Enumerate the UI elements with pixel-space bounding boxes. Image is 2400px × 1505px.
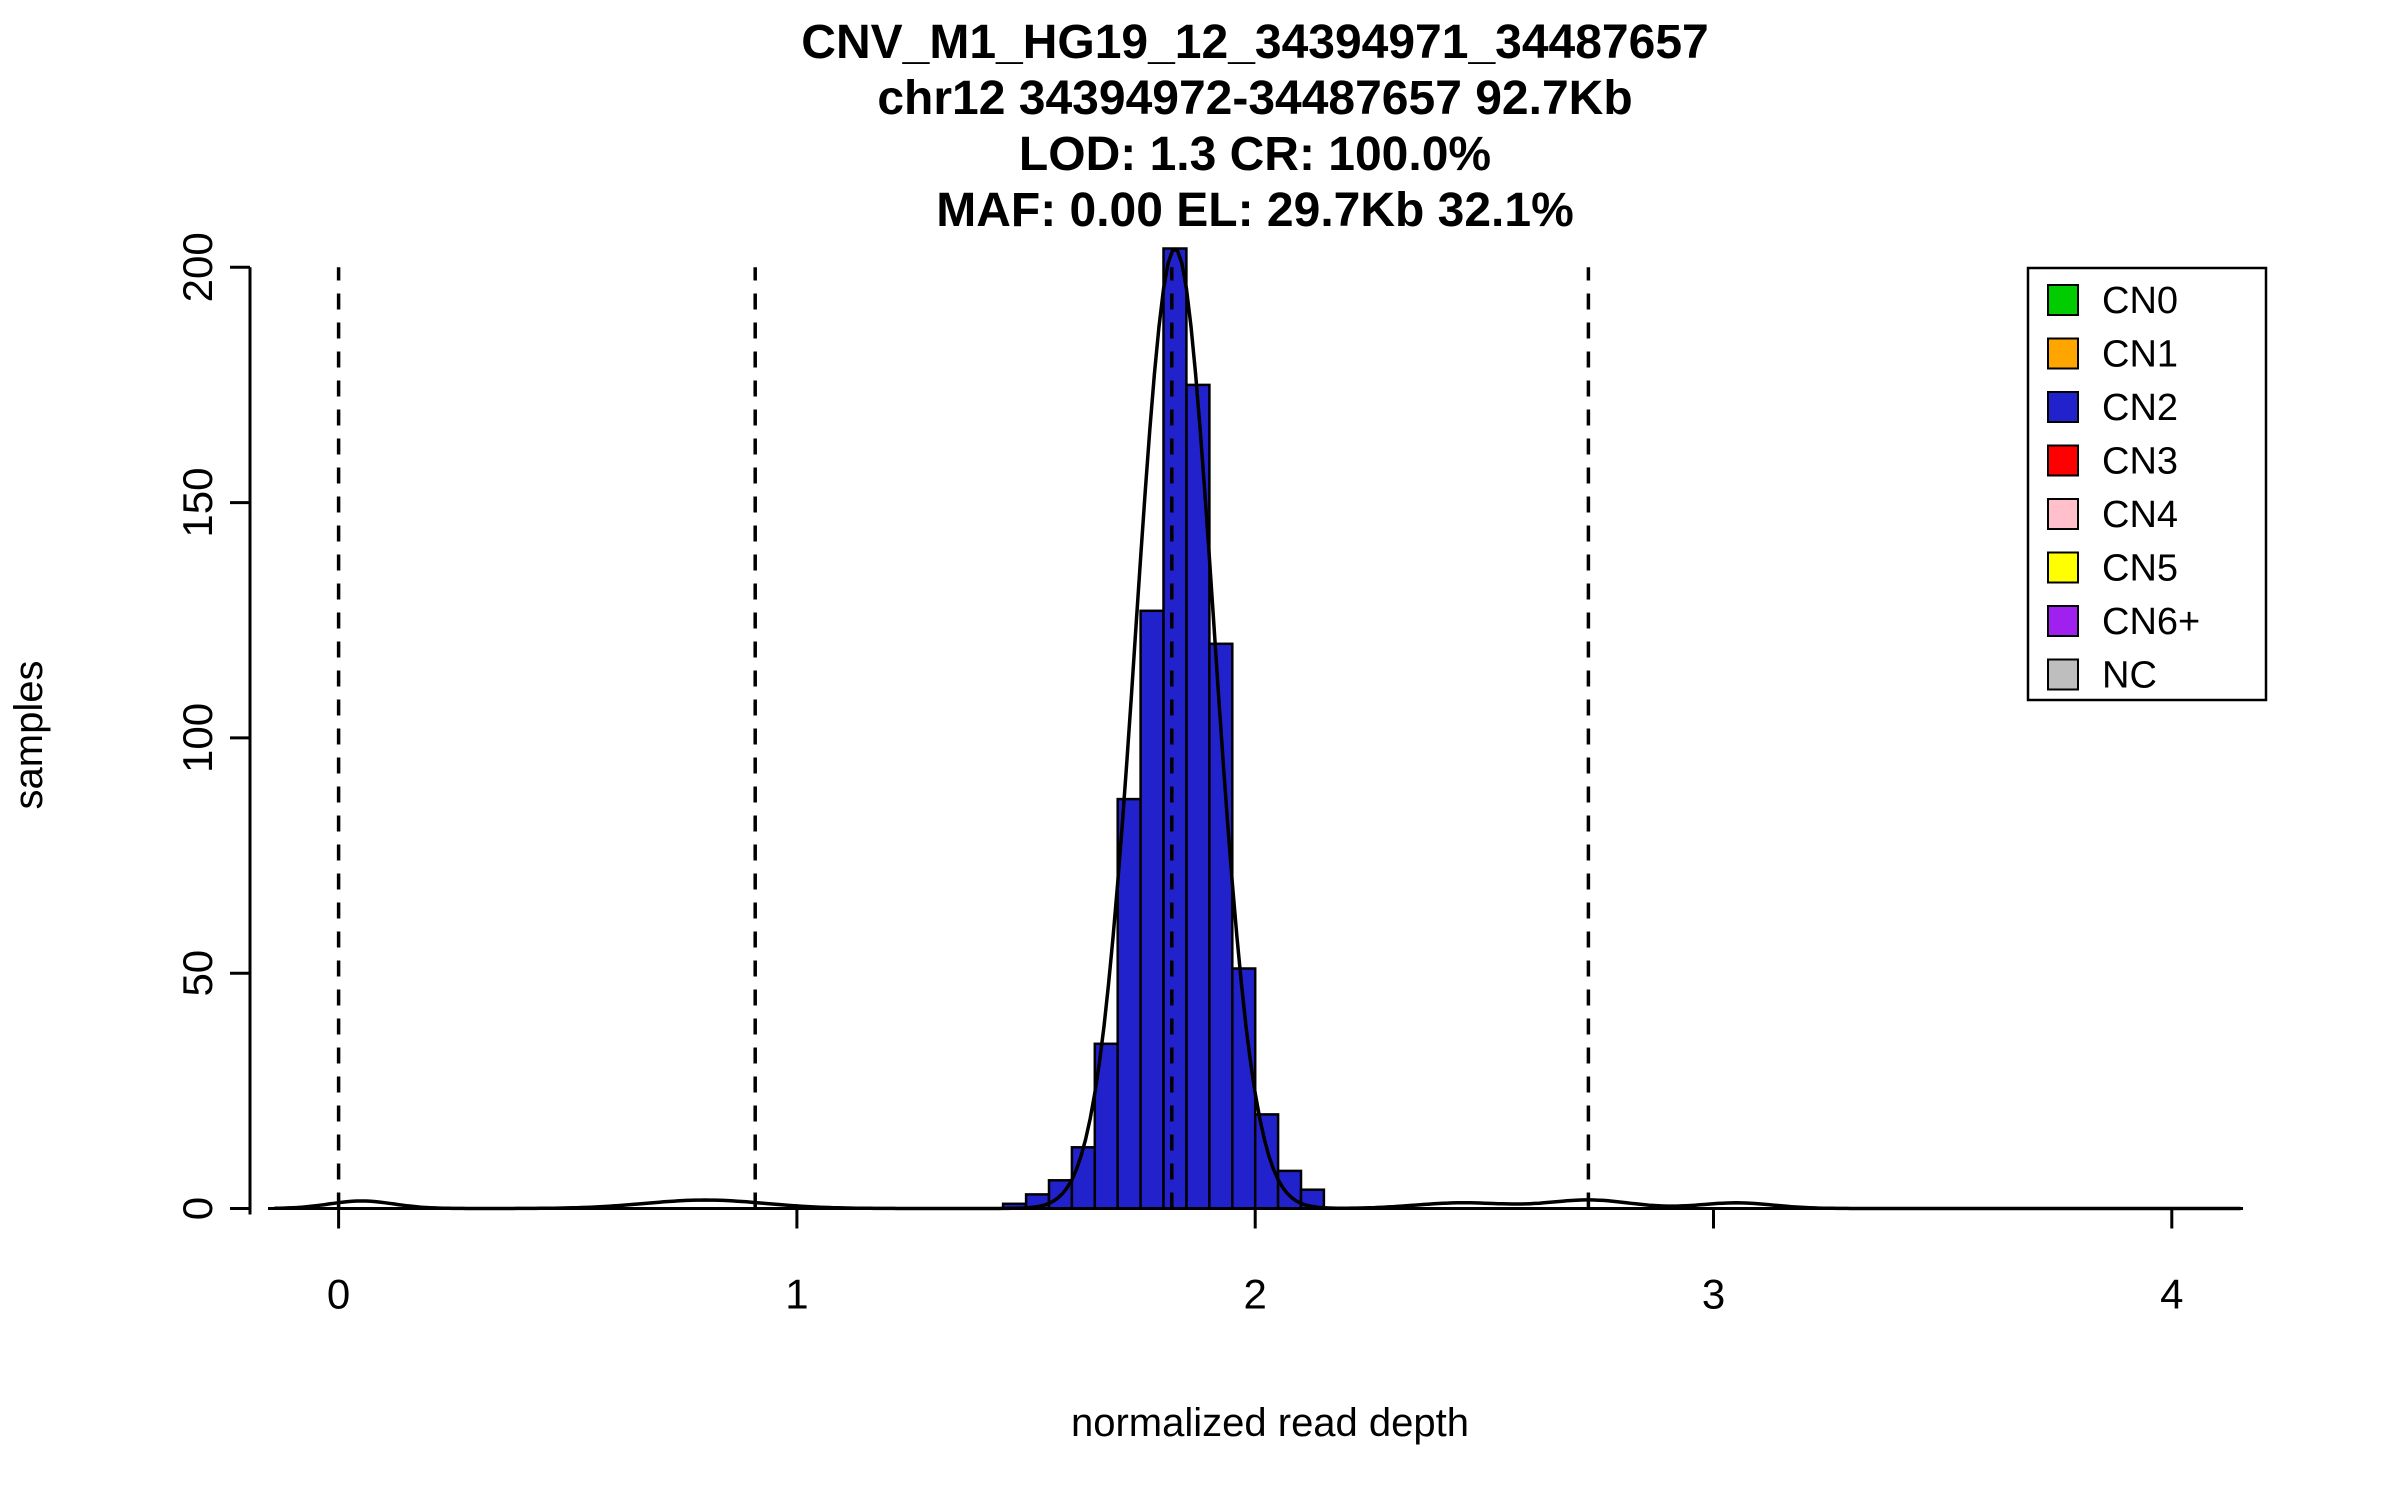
y-axis-label: samples: [7, 661, 51, 810]
legend-label: CN4: [2102, 494, 2178, 536]
legend-swatch-nc: [2047, 658, 2079, 691]
legend-label: CN3: [2102, 441, 2178, 483]
legend-swatch-cn5: [2047, 551, 2079, 584]
histogram-bar: [1139, 609, 1165, 1210]
chart-title-line-1: CNV_M1_HG19_12_34394971_34487657: [801, 16, 1708, 69]
chart-title-line-4: MAF: 0.00 EL: 29.7Kb 32.1%: [936, 184, 1574, 237]
legend-label: NC: [2102, 655, 2157, 697]
plot-area: 0 1 2 3 4 0 50 100 150 200 CN0 CN1 CN2 CN3 CN4 CN5 CN6+ N…: [174, 232, 2268, 1318]
y-tick-label: 100: [174, 703, 221, 773]
y-tick-label: 200: [174, 232, 221, 302]
legend-label: CN5: [2102, 548, 2178, 590]
histogram-bar: [1070, 1146, 1097, 1210]
y-tick-label: 50: [174, 950, 221, 997]
x-tick-label: 1: [785, 1271, 808, 1318]
legend-swatch-cn2: [2047, 391, 2079, 423]
y-tick-label: 150: [174, 468, 221, 538]
y-tick-label: 0: [174, 1197, 221, 1220]
x-axis-label: normalized read depth: [1071, 1401, 1469, 1445]
x-tick-label: 4: [2160, 1271, 2183, 1318]
density-curve: [274, 248, 2241, 1211]
legend-swatch-cn1: [2047, 337, 2079, 370]
legend-swatch-cn0: [2047, 284, 2079, 316]
chart-title-line-3: LOD: 1.3 CR: 100.0%: [1019, 128, 1491, 181]
x-tick-label: 2: [1244, 1271, 1267, 1318]
histogram-bar: [1162, 247, 1188, 1210]
chart-title-line-2: chr12 34394972-34487657 92.7Kb: [877, 72, 1632, 125]
legend-label: CN2: [2102, 387, 2178, 429]
x-tick-label: 0: [327, 1271, 350, 1318]
legend-label: CN6+: [2102, 601, 2200, 643]
legend-swatch-cn6plus: [2047, 605, 2079, 637]
legend-label: CN0: [2102, 280, 2178, 322]
legend-swatch-cn3: [2047, 444, 2079, 477]
histogram-bar: [1253, 1113, 1280, 1210]
x-tick-label: 3: [1702, 1271, 1725, 1318]
legend-swatch-cn4: [2047, 498, 2079, 530]
legend-label: CN1: [2102, 334, 2178, 376]
